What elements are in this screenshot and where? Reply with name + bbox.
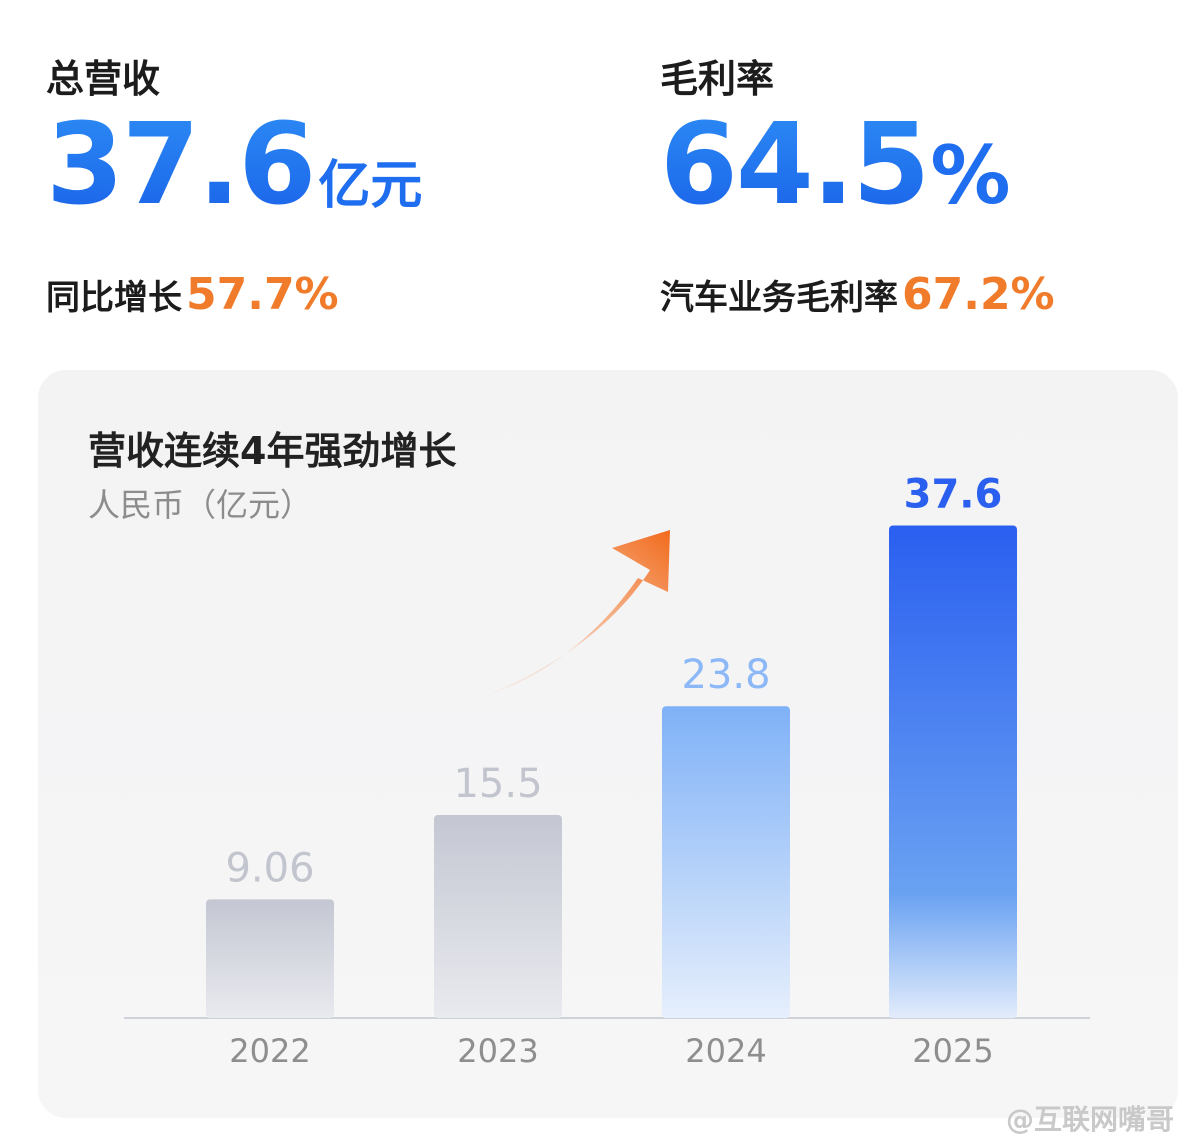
revenue-kpi: 总营收 37.6亿元 同比增长57.7% [46,52,422,320]
revenue-growth: 同比增长57.7% [46,269,422,320]
revenue-label: 总营收 [46,57,161,101]
growth-arrow-icon [473,530,670,700]
revenue-growth-value: 57.7% [186,269,339,320]
margin-value-row: 64.5% [660,109,1055,253]
x-tick-label-2024: 2024 [685,1032,766,1070]
margin-kpi: 毛利率 64.5% 汽车业务毛利率67.2% [660,52,1055,320]
auto-margin-label: 汽车业务毛利率 [660,278,898,318]
auto-margin: 汽车业务毛利率67.2% [660,269,1055,320]
bar-2023 [434,814,562,1018]
bar-value-label-2024: 23.8 [681,652,770,698]
chart-unit-label: 人民币（亿元） [88,486,313,524]
x-tick-label-2025: 2025 [912,1032,993,1070]
x-tick-label-2023: 2023 [457,1032,538,1070]
bar-value-label-2023: 15.5 [453,761,542,807]
chart-title: 营收连续4年强劲增长 [88,429,457,473]
bar-2025 [889,525,1017,1018]
revenue-growth-label: 同比增长 [46,278,182,318]
revenue-unit: 亿元 [318,156,423,216]
bar-value-label-2025: 37.6 [904,471,1003,517]
revenue-bar-chart: 9.06 2022 15.5 2023 23.8 2024 37.6 2025 [124,471,1090,1070]
watermark: @互联网嘴哥 [1005,1103,1174,1136]
growth-arrow [473,530,670,700]
x-tick-label-2022: 2022 [229,1032,310,1070]
margin-value: 64.5 [660,100,930,230]
bar-2024 [662,706,790,1018]
auto-margin-value: 67.2% [902,269,1055,320]
revenue-value-row: 37.6亿元 [46,109,423,253]
revenue-value: 37.6 [46,100,316,230]
revenue-chart-card: 9.06 2022 15.5 2023 23.8 2024 37.6 2025 营收连续4年强… [38,370,1178,1118]
bar-2022 [206,899,334,1018]
margin-label: 毛利率 [660,57,775,101]
margin-unit: % [930,129,1011,222]
bar-value-label-2022: 9.06 [225,845,314,891]
